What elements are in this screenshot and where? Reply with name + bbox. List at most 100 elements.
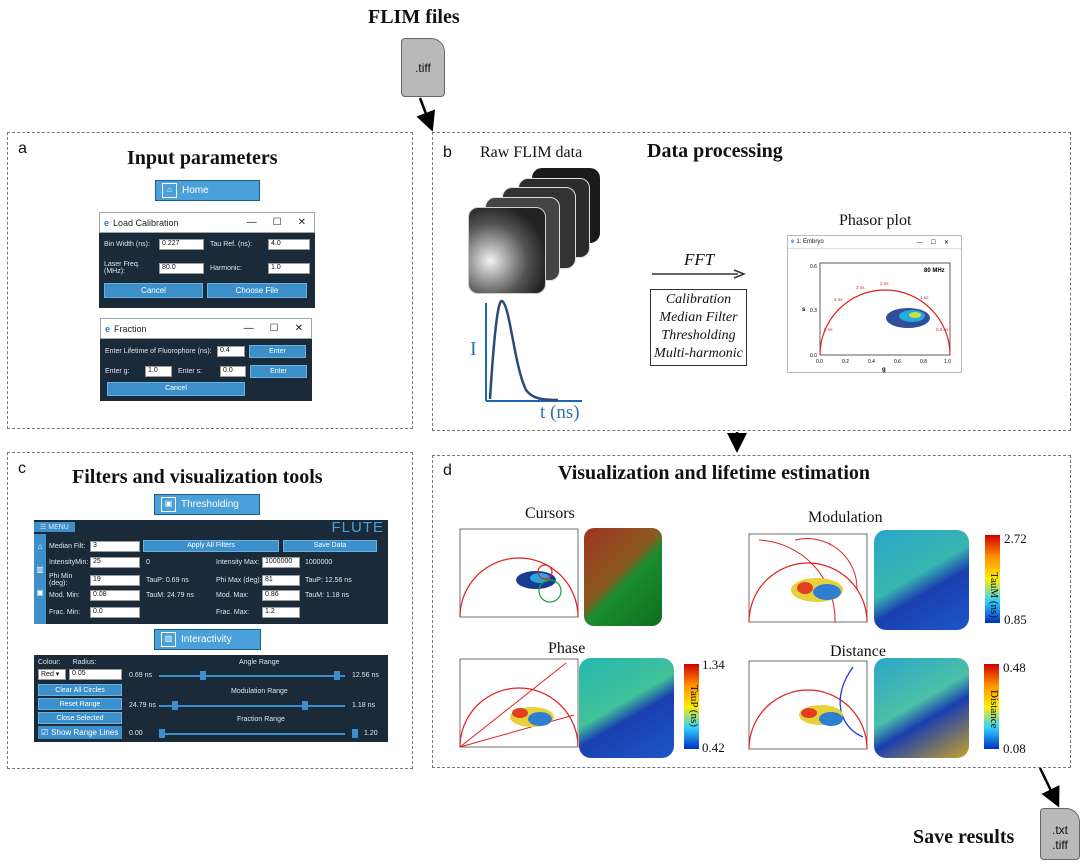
panel-a bbox=[7, 132, 413, 429]
minimize-icon[interactable]: — bbox=[246, 217, 257, 228]
tiff-file-label: .tiff bbox=[415, 61, 431, 75]
output-file-icon: .txt .tiff bbox=[1040, 808, 1080, 860]
enter-lifetime-button[interactable]: Enter bbox=[249, 345, 306, 358]
lifetime-field[interactable]: 0.4 bbox=[217, 346, 245, 357]
home-icon[interactable]: ⌂ bbox=[37, 542, 43, 551]
distance-lifetime-image bbox=[874, 658, 969, 758]
checkbox-check-icon: ☑ bbox=[41, 728, 49, 737]
frac-max-field[interactable]: 1.2 bbox=[262, 607, 300, 618]
phase-bar-min: 0.42 bbox=[702, 740, 725, 755]
modulation-range-slider[interactable] bbox=[159, 705, 345, 707]
reset-range-button[interactable]: Reset Range bbox=[38, 698, 122, 710]
panel-d-letter: d bbox=[443, 462, 452, 479]
phasor-x-tick: 0.0 bbox=[816, 359, 823, 365]
intensity-axis-label: I bbox=[470, 338, 477, 360]
harmonic-field[interactable]: 1.0 bbox=[268, 262, 310, 274]
interactivity-button[interactable]: ▥ Interactivity bbox=[154, 629, 261, 650]
phase-lifetime-image bbox=[579, 658, 674, 758]
g-field[interactable]: 1.0 bbox=[145, 366, 172, 377]
image-icon: ▣ bbox=[161, 497, 176, 512]
angle-range-label: Angle Range bbox=[239, 659, 280, 666]
mod-min-handle[interactable] bbox=[172, 701, 178, 710]
calibration-cancel-button[interactable]: Cancel bbox=[104, 283, 203, 298]
fraction-titlebar: e Fraction — ☐ ✕ bbox=[100, 318, 312, 339]
apply-all-filters-button[interactable]: Apply All Filters bbox=[143, 540, 279, 552]
thresholding-button[interactable]: ▣ Thresholding bbox=[154, 494, 260, 515]
s-field[interactable]: 0.0 bbox=[220, 366, 246, 377]
panel-c-letter: c bbox=[18, 460, 26, 477]
dist-bar-max: 0.48 bbox=[1003, 660, 1026, 675]
intensity-min-field[interactable]: 25 bbox=[90, 557, 140, 568]
frac-max-handle[interactable] bbox=[352, 729, 358, 738]
ns-label: 2 ns bbox=[880, 281, 889, 286]
angle-max-handle[interactable] bbox=[334, 671, 340, 680]
raw-frame-front bbox=[468, 207, 546, 294]
phasor-x-tick: 0.2 bbox=[842, 359, 849, 365]
laser-freq-field[interactable]: 80.0 bbox=[159, 262, 204, 274]
chart-icon: ▥ bbox=[161, 632, 176, 647]
panel-c-title: Filters and visualization tools bbox=[72, 466, 323, 488]
time-axis-label: t (ns) bbox=[540, 402, 580, 423]
ns-label: 3 ns bbox=[856, 285, 865, 290]
chart-icon[interactable]: ▥ bbox=[36, 565, 44, 574]
phase-caption: Phase bbox=[548, 640, 586, 657]
modulation-lifetime-image bbox=[874, 530, 969, 630]
phase-colorbar bbox=[684, 664, 699, 749]
close-icon[interactable]: ✕ bbox=[294, 323, 303, 334]
modulation-phasor-plot bbox=[748, 533, 868, 623]
enter-gs-button[interactable]: Enter bbox=[250, 365, 307, 378]
input-arrow bbox=[416, 97, 436, 132]
phi-min-field[interactable]: 19 bbox=[90, 574, 140, 586]
phasor-y-tick: 0.0 bbox=[810, 353, 817, 359]
phasor-plot-window: e 1: Embryo —☐✕ 0.0 0.3 0.6 0.0 0.2 0.4 0.… bbox=[787, 235, 962, 373]
phasor-plot-svg: 0.0 0.3 0.6 0.0 0.2 0.4 0.6 0.8 1.0 g s … bbox=[802, 262, 951, 373]
radius-field[interactable]: 0.05 bbox=[69, 669, 122, 680]
median-filter-field[interactable]: 3 bbox=[90, 540, 140, 552]
panel-a-title: Input parameters bbox=[127, 147, 278, 169]
tau-ref-field[interactable]: 4.0 bbox=[268, 239, 310, 250]
save-data-button[interactable]: Save Data bbox=[283, 540, 377, 552]
maximize-icon[interactable]: ☐ bbox=[272, 217, 282, 228]
maximize-icon[interactable]: ☐ bbox=[269, 323, 279, 334]
menu-button[interactable]: ☰ MENU bbox=[34, 522, 75, 532]
fraction-cancel-button[interactable]: Cancel bbox=[107, 382, 245, 396]
ns-label: 1 ns bbox=[920, 295, 929, 300]
fraction-range-slider[interactable] bbox=[159, 733, 345, 735]
phase-bar-max: 1.34 bbox=[702, 657, 725, 672]
mod-max-handle[interactable] bbox=[302, 701, 308, 710]
mod-max-field[interactable]: 0.86 bbox=[262, 590, 300, 601]
mod-min-field[interactable]: 0.08 bbox=[90, 590, 140, 601]
mod-bar-min: 0.85 bbox=[1004, 612, 1027, 627]
image-icon[interactable]: ▣ bbox=[36, 588, 44, 597]
txt-file-label: .txt bbox=[1051, 823, 1068, 837]
interactivity-window: Colour: Radius: Red ▾ 0.05 Clear All Circ… bbox=[34, 655, 388, 742]
phi-max-field[interactable]: 81 bbox=[262, 574, 300, 586]
phasor-freq-label: 80 MHz bbox=[924, 268, 945, 274]
minimize-icon[interactable]: — bbox=[243, 323, 254, 334]
app-e-icon: e bbox=[105, 323, 111, 334]
choose-file-button[interactable]: Choose File bbox=[207, 283, 307, 298]
angle-min-handle[interactable] bbox=[200, 671, 206, 680]
processing-steps-box: Calibration Median Filter Thresholding M… bbox=[650, 289, 747, 366]
cursors-phasor-plot bbox=[459, 528, 579, 618]
bin-width-field[interactable]: 0.227 bbox=[159, 239, 204, 250]
phasor-y-tick: 0.3 bbox=[810, 308, 817, 314]
home-button[interactable]: ⌂ Home bbox=[155, 180, 260, 201]
angle-range-slider[interactable] bbox=[159, 675, 345, 677]
window-controls[interactable]: —☐✕ bbox=[916, 239, 957, 246]
ns-label: 0.5 ns bbox=[936, 327, 949, 332]
close-selected-button[interactable]: Close Selected bbox=[38, 712, 122, 724]
show-range-lines-checkbox[interactable]: ☑ Show Range Lines bbox=[38, 726, 122, 739]
clear-circles-button[interactable]: Clear All Circles bbox=[38, 684, 122, 696]
panel-d-title: Visualization and lifetime estimation bbox=[558, 462, 871, 484]
phasor-plot-title: Phasor plot bbox=[839, 212, 912, 229]
close-icon[interactable]: ✕ bbox=[297, 217, 306, 228]
frac-min-field[interactable]: 0.0 bbox=[90, 607, 140, 618]
modulation-caption: Modulation bbox=[808, 509, 883, 526]
step-thresholding: Thresholding bbox=[661, 328, 736, 343]
frac-min-handle[interactable] bbox=[159, 729, 165, 738]
app-e-icon: e bbox=[791, 239, 795, 245]
phasor-y-tick: 0.6 bbox=[810, 264, 817, 270]
intensity-max-field[interactable]: 1000000 bbox=[262, 557, 300, 568]
colour-select[interactable]: Red ▾ bbox=[38, 669, 66, 680]
